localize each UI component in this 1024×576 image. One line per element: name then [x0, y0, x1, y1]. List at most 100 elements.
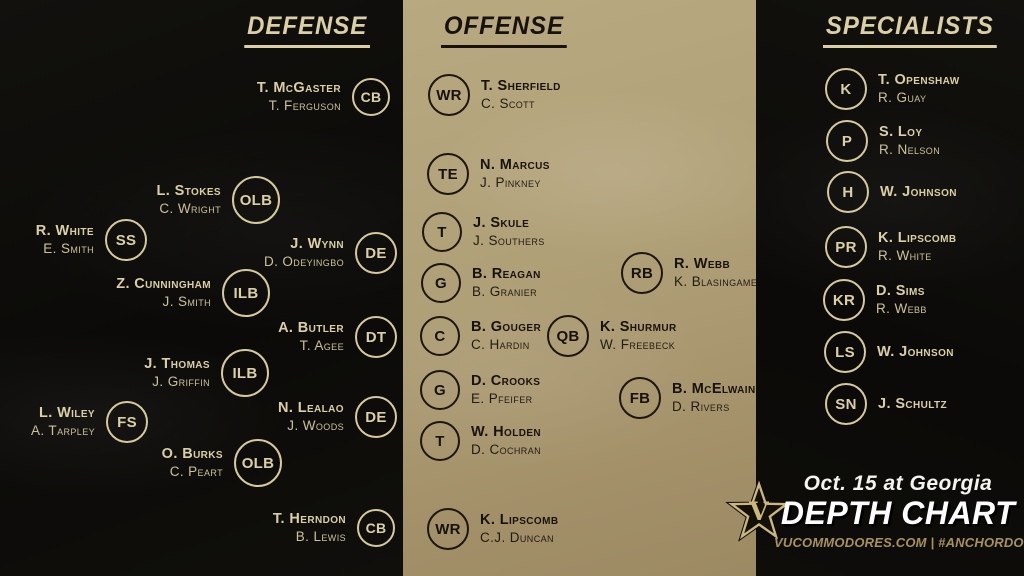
position-badge: CB [352, 78, 390, 116]
position-badge: TE [427, 153, 469, 195]
player-names: K. Lipscomb C.J. Duncan [480, 512, 558, 546]
backup-name: C. Hardin [471, 337, 530, 352]
footer-branding: Oct. 15 at Georgia DEPTH CHART VUCOMMODO… [774, 472, 1024, 550]
backup-name: E. Pfeifer [471, 391, 533, 406]
position-badge: WR [427, 508, 469, 550]
backup-name: B. Granier [472, 284, 538, 299]
player-names: N. Marcus J. Pinkney [480, 157, 550, 191]
player-names: O. Burks C. Peart [162, 446, 223, 480]
player-names: K. Lipscomb R. White [878, 230, 956, 264]
backup-name: A. Tarpley [30, 423, 95, 438]
player-names: B. Reagan B. Granier [472, 266, 541, 300]
backup-name: D. Cochran [471, 442, 542, 457]
player-names: Z. Cunningham J. Smith [116, 276, 211, 310]
starter-name: N. Lealao [278, 400, 344, 416]
depth-entry-ss: R. White E. Smith SS [36, 218, 147, 262]
position-badge: OLB [234, 439, 282, 487]
depth-entry-ilb: Z. Cunningham J. Smith ILB [116, 269, 270, 317]
starter-name: W. Johnson [877, 343, 954, 360]
depth-entry-dt: A. Butler T. Agee DT [278, 315, 397, 359]
player-names: T. Openshaw R. Guay [878, 72, 960, 106]
specialists-panel [756, 0, 1024, 576]
depth-entry-sn: SN J. Schultz [825, 382, 947, 426]
starter-name: L. Wiley [38, 405, 95, 421]
depth-chart-title: DEPTH CHART [780, 495, 1016, 531]
backup-name: J. Griffin [152, 374, 210, 389]
site-tagline: VUCOMMODORES.COM | #ANCHORDOWN [774, 535, 1024, 550]
player-names: W. Johnson [880, 184, 957, 201]
depth-entry-fs: L. Wiley A. Tarpley FS [31, 400, 148, 444]
depth-entry-h: H W. Johnson [827, 170, 957, 214]
depth-entry-pr: PR K. Lipscomb R. White [825, 225, 956, 269]
player-names: J. Wynn D. Odeyingbo [264, 236, 344, 270]
position-badge: SS [105, 219, 147, 261]
backup-name: C. Scott [481, 96, 535, 111]
depth-entry-p: P S. Loy R. Nelson [826, 119, 940, 163]
backup-name: R. White [878, 248, 932, 263]
depth-entry-wr: WR T. Sherfield C. Scott [428, 73, 561, 117]
starter-name: J. Schultz [878, 395, 948, 412]
position-badge: K [825, 68, 867, 110]
position-badge: H [827, 171, 869, 213]
depth-entry-t: T J. Skule J. Southers [422, 210, 545, 254]
depth-entry-wr2: WR K. Lipscomb C.J. Duncan [427, 507, 558, 551]
position-badge: T [422, 212, 462, 252]
vanderbilt-star-logo-icon: V [725, 478, 793, 542]
player-names: A. Butler T. Agee [278, 320, 344, 354]
backup-name: C. Peart [169, 464, 223, 479]
backup-name: J. Pinkney [480, 175, 541, 190]
starter-name: B. Gouger [471, 319, 542, 335]
player-names: S. Loy R. Nelson [879, 124, 940, 158]
player-names: R. Webb K. Blasingame [674, 256, 757, 290]
depth-entry-de2: N. Lealao J. Woods DE [278, 395, 397, 439]
player-names: D. Sims R. Webb [876, 283, 927, 317]
position-badge: FS [106, 401, 148, 443]
starter-name: T. Herndon [272, 511, 346, 527]
depth-entry-ls: LS W. Johnson [824, 330, 954, 374]
backup-name: D. Odeyingbo [263, 254, 344, 269]
depth-entry-t2: T W. Holden D. Cochran [420, 419, 541, 463]
starter-name: O. Burks [161, 446, 223, 462]
depth-entry-rb: RB R. Webb K. Blasingame [621, 251, 757, 295]
starter-name: J. Skule [473, 215, 530, 231]
position-badge: ILB [221, 349, 269, 397]
specialists-title: SPECIALISTS [823, 12, 997, 48]
backup-name: C. Wright [159, 201, 221, 216]
starter-name: K. Lipscomb [480, 512, 559, 528]
backup-name: E. Smith [43, 241, 94, 256]
player-names: D. Crooks E. Pfeifer [471, 373, 540, 407]
player-names: N. Lealao J. Woods [278, 400, 344, 434]
depth-entry-kr: KR D. Sims R. Webb [823, 278, 927, 322]
starter-name: N. Marcus [480, 157, 550, 173]
position-badge: CB [357, 509, 395, 547]
player-names: T. Sherfield C. Scott [481, 78, 561, 112]
starter-name: W. Holden [471, 424, 542, 440]
position-badge: OLB [232, 176, 280, 224]
player-names: R. White E. Smith [36, 223, 94, 257]
starter-name: T. McGaster [256, 80, 341, 96]
backup-name: K. Blasingame [674, 274, 758, 289]
starter-name: J. Thomas [144, 356, 210, 372]
starter-name: J. Wynn [290, 236, 344, 252]
starter-name: K. Lipscomb [878, 230, 957, 246]
depth-entry-fb: FB B. McElwain D. Rivers [619, 376, 756, 420]
starter-name: D. Sims [876, 283, 925, 299]
starter-name: B. McElwain [672, 381, 756, 397]
depth-entry-cb2: T. Herndon B. Lewis CB [273, 506, 395, 550]
position-badge: DT [355, 316, 397, 358]
starter-name: B. Reagan [472, 266, 541, 282]
backup-name: T. Agee [299, 338, 344, 353]
backup-name: R. Guay [878, 90, 927, 105]
position-badge: FB [619, 377, 661, 419]
player-names: J. Skule J. Southers [473, 215, 545, 249]
starter-name: S. Loy [879, 124, 923, 140]
starter-name: K. Shurmur [600, 319, 677, 335]
position-badge: G [420, 370, 460, 410]
backup-name: T. Ferguson [268, 98, 341, 113]
starter-name: W. Johnson [880, 183, 957, 200]
player-names: J. Thomas J. Griffin [144, 356, 210, 390]
starter-name: D. Crooks [471, 373, 541, 389]
position-badge: C [420, 316, 460, 356]
starter-name: Z. Cunningham [116, 276, 211, 292]
position-badge: T [420, 421, 460, 461]
